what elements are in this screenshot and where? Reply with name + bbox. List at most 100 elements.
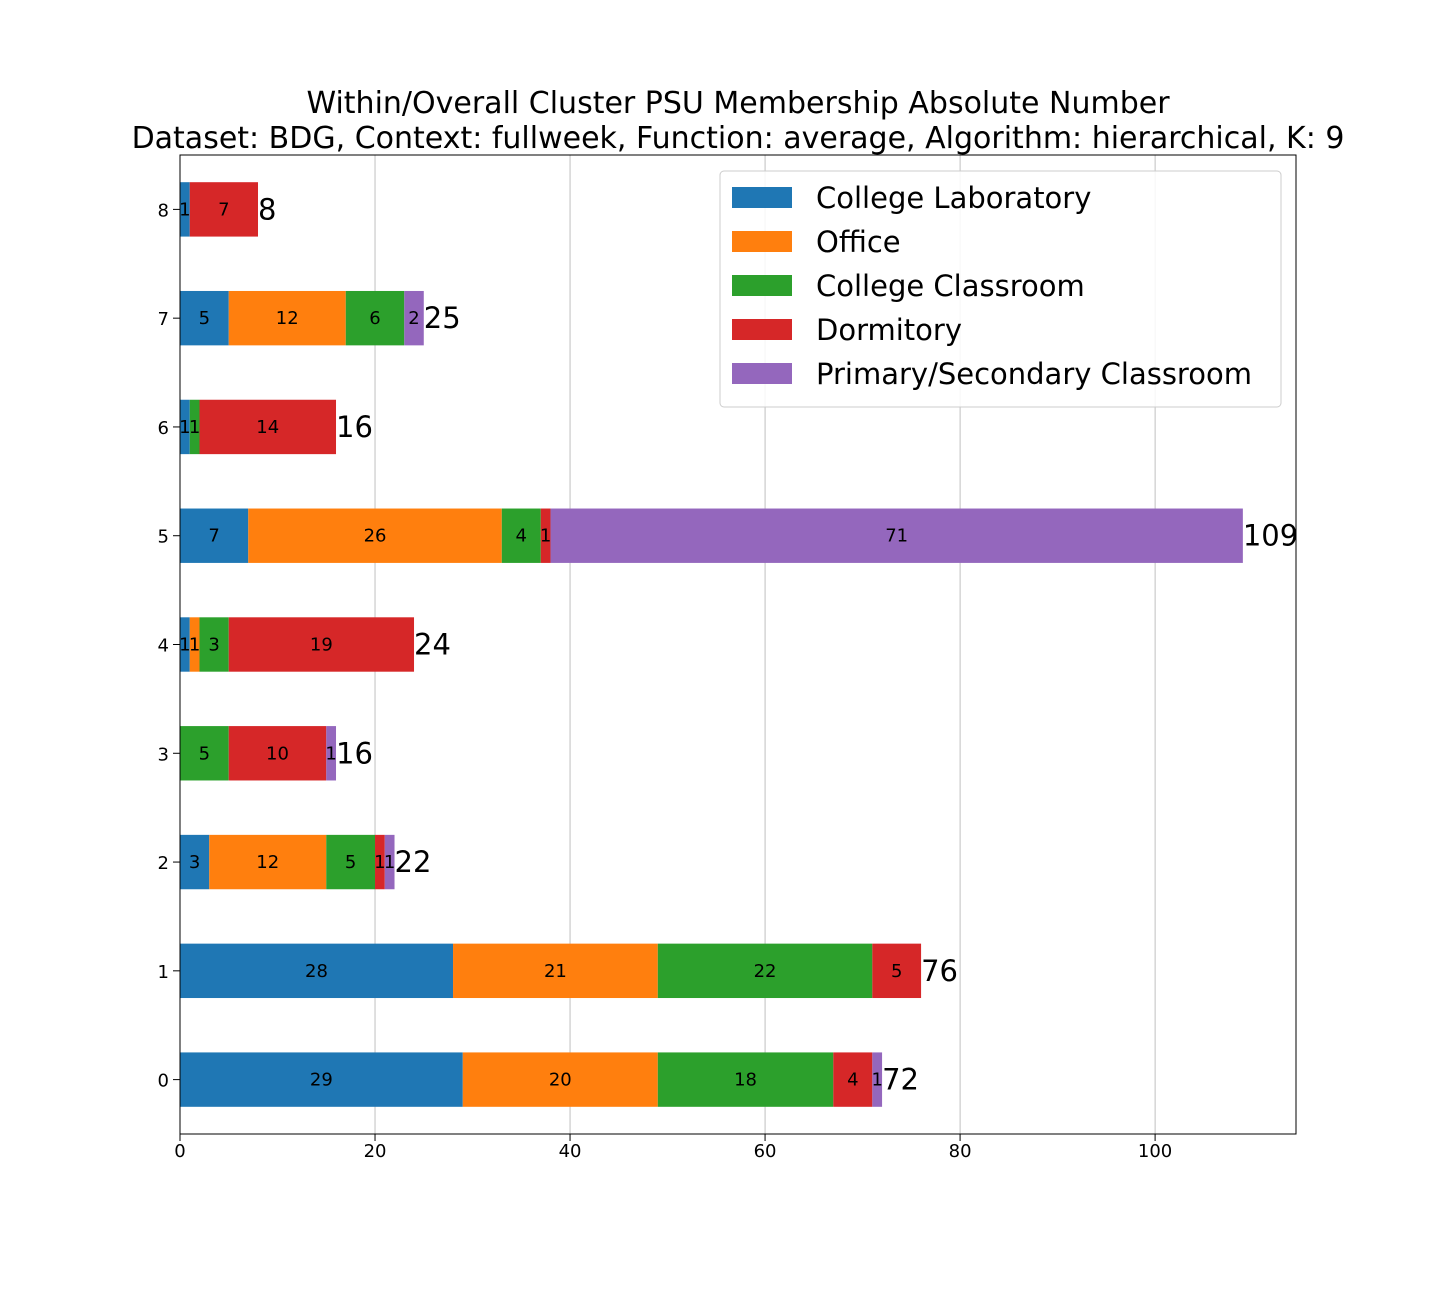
segment-value-label: 1: [871, 1070, 882, 1091]
x-tick-label: 20: [364, 1141, 387, 1162]
bar-total-label: 109: [1243, 519, 1298, 553]
bar-segment: [199, 399, 337, 455]
segment-value-label: 1: [374, 852, 385, 873]
bar-total-label: 16: [336, 736, 373, 770]
bar-segment: [657, 1052, 834, 1107]
bar-segment: [872, 943, 922, 999]
legend-swatch: [732, 231, 792, 252]
segment-value-label: 20: [549, 1070, 572, 1091]
y-tick-label: 8: [158, 200, 169, 221]
bar-segment: [189, 617, 200, 672]
chart-title-line: Within/Overall Cluster PSU Membership Ab…: [306, 86, 1170, 121]
bar-segment: [180, 726, 229, 781]
segment-value-label: 26: [364, 526, 387, 547]
bar-segment: [550, 508, 1243, 563]
bar-segment: [384, 834, 395, 890]
bar-segment: [180, 182, 190, 237]
y-tick-label: 0: [158, 1071, 169, 1092]
bar-total-label: 25: [424, 301, 461, 335]
legend-swatch: [732, 319, 792, 340]
segment-value-label: 3: [208, 635, 219, 656]
bar-segment: [228, 726, 327, 781]
segment-value-label: 1: [189, 417, 200, 438]
segment-value-label: 5: [891, 961, 902, 982]
segment-value-label: 12: [256, 852, 279, 873]
x-tick-label: 0: [174, 1141, 185, 1162]
segment-value-label: 1: [540, 526, 551, 547]
chart-title: Within/Overall Cluster PSU Membership Ab…: [0, 86, 1440, 156]
legend-label: College Classroom: [816, 269, 1085, 303]
bar-segment: [248, 508, 502, 563]
bar-segment: [180, 834, 210, 890]
bar-total-label: 8: [258, 192, 276, 226]
segment-value-label: 18: [734, 1070, 757, 1091]
segment-value-label: 3: [189, 852, 200, 873]
bar-segment: [540, 508, 551, 563]
segment-value-label: 71: [885, 526, 908, 547]
bar-segment: [189, 182, 259, 237]
legend-swatch: [732, 187, 792, 208]
bar-segment: [180, 508, 249, 563]
bar-total-label: 16: [336, 410, 373, 444]
bars: [180, 182, 1243, 1107]
y-tick-label: 1: [158, 962, 169, 983]
bar-segment: [180, 617, 190, 672]
x-tick-label: 60: [754, 1141, 777, 1162]
bar-segment: [228, 617, 415, 672]
bar-segment: [189, 399, 200, 455]
legend: College Laboratory Office College Classroo…: [719, 170, 1282, 408]
bar-segment: [833, 1052, 873, 1107]
legend-label: Primary/Secondary Classroom: [816, 357, 1252, 391]
legend-label: College Laboratory: [816, 181, 1091, 215]
segment-value-label: 5: [345, 852, 356, 873]
y-tick-label: 4: [158, 636, 169, 657]
segment-value-label: 5: [199, 308, 210, 329]
segment-value-label: 19: [310, 635, 333, 656]
bar-segment: [657, 943, 873, 999]
bar-segment: [228, 290, 346, 346]
bar-segment: [404, 290, 424, 346]
y-tick-label: 7: [158, 309, 169, 330]
bar-total-label: 22: [395, 845, 432, 879]
bar-total-label: 72: [882, 1063, 919, 1097]
bar-segment: [199, 617, 229, 672]
y-tick-label: 3: [158, 744, 169, 765]
bar-segment: [180, 1052, 463, 1107]
bar-segment: [180, 399, 190, 455]
segment-value-label: 1: [384, 852, 395, 873]
x-tick-label: 100: [1138, 1141, 1172, 1162]
segment-value-label: 1: [179, 635, 190, 656]
segment-value-label: 4: [847, 1070, 858, 1091]
bar-segment: [326, 834, 376, 890]
bar-segment: [462, 1052, 658, 1107]
segment-value-label: 21: [544, 961, 567, 982]
x-tick-label: 40: [559, 1141, 582, 1162]
segment-value-label: 2: [408, 308, 419, 329]
bar-segment: [375, 834, 385, 890]
bar-segment: [345, 290, 405, 346]
bar-segment: [326, 726, 337, 781]
segment-value-label: 7: [218, 199, 229, 220]
y-tick-label: 6: [158, 418, 169, 439]
plot-frame: [179, 154, 1297, 1135]
chart-subtitle-line: Dataset: BDG, Context: fullweek, Functio…: [131, 121, 1345, 156]
legend-swatch: [732, 363, 792, 384]
segment-value-label: 28: [305, 961, 328, 982]
legend-label: Office: [816, 225, 901, 259]
legend-label: Dormitory: [816, 313, 962, 347]
segment-value-label: 1: [179, 199, 190, 220]
segment-value-label: 14: [256, 417, 279, 438]
segment-value-label: 29: [310, 1070, 333, 1091]
bar-segment: [180, 943, 454, 999]
segment-value-label: 10: [266, 743, 289, 764]
bar-segment: [209, 834, 327, 890]
bar-segment: [453, 943, 658, 999]
segment-value-label: 1: [189, 635, 200, 656]
y-tick-label: 2: [158, 853, 169, 874]
bar-total-label: 76: [921, 954, 958, 988]
segment-value-label: 1: [179, 417, 190, 438]
legend-box: [719, 170, 1282, 408]
